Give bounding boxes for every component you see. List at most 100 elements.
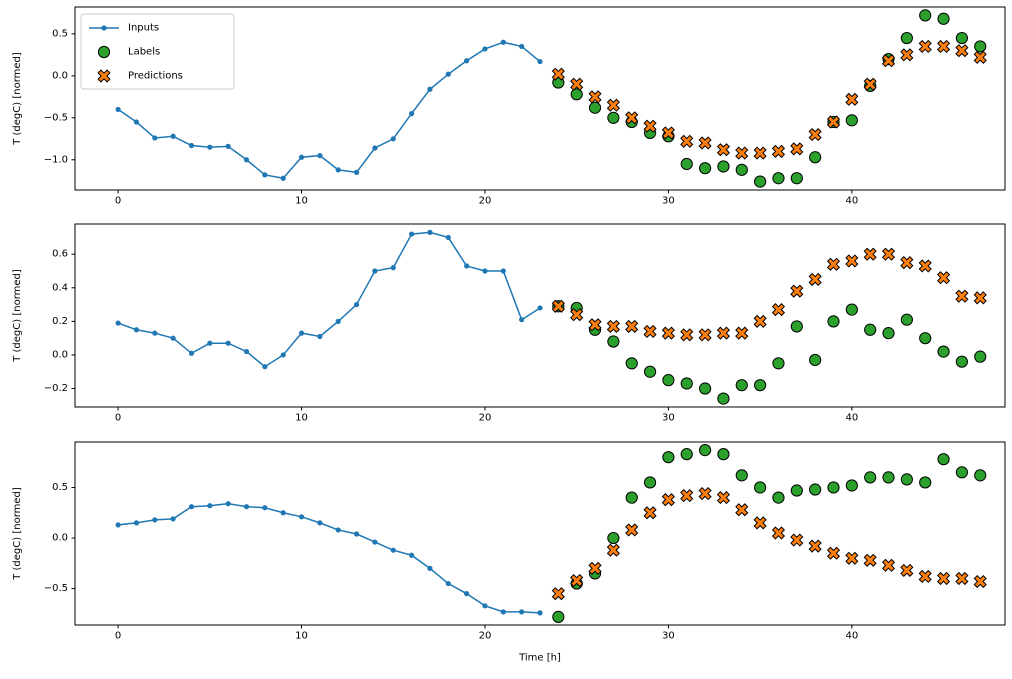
label-circle-marker (845, 114, 858, 127)
x-tick-label: 0 (115, 412, 121, 423)
label-circle-marker (754, 481, 767, 494)
inputs-line (118, 502, 541, 614)
x-marker (551, 587, 565, 601)
input-dot-marker (207, 340, 213, 346)
label-circle-marker (754, 175, 767, 188)
input-dot-marker (464, 263, 470, 269)
input-dot-marker (262, 172, 268, 178)
label-circle-marker (735, 163, 748, 176)
input-dot-marker (500, 268, 506, 274)
input-dot-marker (408, 552, 415, 558)
label-circle-marker (864, 323, 877, 336)
input-dot-marker (170, 133, 176, 139)
input-dot-marker (152, 517, 158, 523)
labels-series (552, 300, 987, 405)
x-marker (900, 563, 914, 577)
x-marker (625, 111, 639, 125)
input-dot-marker (298, 514, 305, 520)
x-marker (863, 77, 877, 91)
x-marker (716, 326, 731, 340)
inputs-line (117, 231, 541, 368)
label-circle-marker (790, 320, 803, 333)
label-circle-marker (607, 531, 620, 545)
input-dot-marker (225, 143, 231, 149)
x-tick-label: 20 (479, 412, 492, 423)
x-tick-label: 40 (845, 195, 858, 206)
label-circle-marker (643, 476, 657, 489)
predictions-series (551, 39, 987, 160)
label-circle-marker (588, 101, 602, 114)
x-marker (680, 328, 694, 342)
y-tick-label: 0.0 (52, 70, 68, 81)
x-tick-label: 10 (295, 412, 308, 423)
x-tick-label: 40 (845, 412, 858, 423)
y-tick-label: 0.0 (52, 533, 68, 544)
label-circle-marker (607, 335, 620, 348)
x-marker (716, 143, 731, 157)
input-dot-marker (335, 527, 341, 533)
legend-item-label: Labels (128, 47, 160, 58)
label-circle-marker (827, 315, 840, 328)
x-marker (735, 146, 749, 160)
x-marker (845, 254, 859, 268)
input-dot-marker (353, 169, 360, 175)
legend-item-label: Inputs (128, 23, 159, 34)
y-tick-label: −0.5 (44, 583, 68, 594)
label-circle-marker (937, 12, 950, 25)
label-circle-marker (625, 357, 638, 370)
label-circle-marker (919, 9, 932, 22)
subplot-2: 0 10 20 30 40 0.6 0.4 0.2 0.0 −0.2 T (degC) [norme… (12, 223, 1006, 423)
label-circle-marker (845, 303, 858, 316)
label-circle-marker (937, 345, 950, 358)
label-circle-marker (570, 88, 583, 101)
input-dot-marker (427, 229, 433, 235)
label-circle-marker (680, 157, 693, 171)
x-marker (625, 319, 639, 333)
input-dot-marker (353, 531, 360, 537)
x-marker (790, 284, 804, 298)
y-tick-label: 0.2 (52, 316, 68, 327)
label-circle-marker (698, 162, 712, 175)
x-tick-label: 0 (115, 195, 121, 206)
x-marker (680, 134, 694, 148)
x-marker (661, 493, 675, 507)
label-circle-marker (735, 379, 748, 392)
label-circle-marker (864, 471, 877, 484)
x-marker (588, 561, 602, 575)
label-circle-marker (955, 355, 968, 368)
x-marker (881, 558, 896, 572)
x-marker (955, 289, 969, 303)
x-marker (551, 299, 565, 313)
x-marker (771, 303, 786, 317)
x-marker (973, 574, 987, 589)
x-marker (955, 571, 969, 586)
x-marker (588, 90, 602, 104)
label-circle-marker (919, 332, 932, 345)
label-circle-marker (698, 443, 712, 457)
x-marker (625, 523, 639, 537)
y-tick-label: 0.5 (52, 482, 68, 493)
x-marker (863, 247, 877, 261)
x-marker (698, 328, 712, 342)
input-dot-marker (188, 504, 195, 510)
x-marker (551, 67, 565, 81)
label-circle-marker (625, 491, 638, 504)
input-dot-marker (133, 119, 140, 125)
label-circle-marker (900, 473, 913, 486)
x-axis-label: Time [h] (518, 652, 561, 663)
x-marker (698, 486, 712, 501)
x-marker (881, 247, 896, 261)
predictions-series (551, 247, 987, 342)
input-dot-marker (464, 591, 470, 597)
label-circle-marker (772, 357, 785, 370)
x-marker (570, 308, 584, 322)
x-marker (643, 324, 657, 339)
label-circle-marker (809, 483, 822, 496)
label-circle-marker (882, 471, 895, 484)
labels-series (552, 9, 987, 188)
x-marker (918, 259, 932, 273)
legend-item-label: Predictions (128, 71, 183, 82)
label-circle-marker (643, 365, 657, 378)
input-dot-marker (445, 580, 451, 587)
x-marker (900, 256, 914, 270)
